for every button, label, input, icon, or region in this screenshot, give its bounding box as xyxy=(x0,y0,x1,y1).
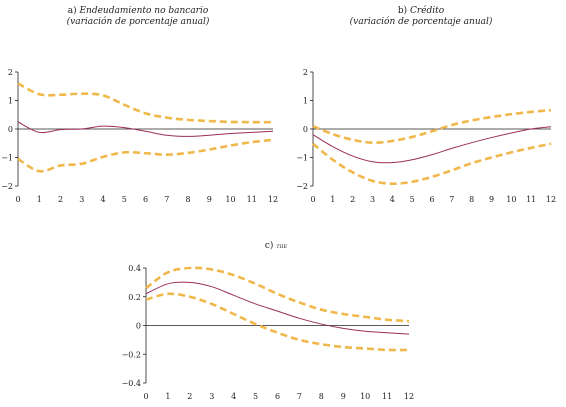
y-tick-label: −0.4 xyxy=(122,379,141,388)
x-tick-label: 12 xyxy=(268,195,278,204)
x-tick-label: 6 xyxy=(275,392,280,401)
x-tick-label: 4 xyxy=(231,392,236,401)
chart-subtitle: (variación de porcentaje anual) xyxy=(67,16,210,27)
series-lower-band xyxy=(312,142,552,186)
x-tick-label: 8 xyxy=(185,195,190,204)
x-tick-label: 1 xyxy=(165,392,170,401)
x-tick-label: 2 xyxy=(350,195,355,204)
x-tick-label: 5 xyxy=(410,195,415,204)
y-tick-label: 0 xyxy=(303,125,308,134)
series-lower-band xyxy=(17,138,274,173)
x-tick-label: 10 xyxy=(506,195,516,204)
x-tick-label: 9 xyxy=(207,195,212,204)
chart-title: a) Endeudamiento no bancario xyxy=(68,5,209,16)
x-tick-label: 8 xyxy=(319,392,324,401)
series-lower-band xyxy=(145,292,410,352)
x-tick-label: 4 xyxy=(100,195,105,204)
series-response xyxy=(17,121,274,137)
y-tick-label: −1 xyxy=(296,154,308,163)
y-tick-label: −1 xyxy=(1,154,13,163)
y-tick-label: 0.4 xyxy=(128,264,141,273)
series-upper-band xyxy=(312,108,552,144)
y-tick-label: 0 xyxy=(136,322,141,331)
x-tick-label: 11 xyxy=(526,195,536,204)
x-tick-label: 6 xyxy=(429,195,434,204)
series-upper-band xyxy=(145,266,410,323)
x-tick-label: 10 xyxy=(225,195,235,204)
x-tick-label: 3 xyxy=(79,195,84,204)
x-tick-label: 4 xyxy=(390,195,395,204)
x-tick-label: 7 xyxy=(164,195,169,204)
x-tick-label: 12 xyxy=(546,195,556,204)
series-upper-band xyxy=(17,82,274,124)
x-tick-label: 10 xyxy=(360,392,370,401)
x-tick-label: 3 xyxy=(370,195,375,204)
chart-title: b) Crédito xyxy=(398,5,445,16)
x-tick-label: 5 xyxy=(122,195,127,204)
y-tick-label: 0 xyxy=(8,125,13,134)
y-tick-label: 2 xyxy=(303,68,308,77)
x-tick-label: 11 xyxy=(247,195,257,204)
x-tick-label: 5 xyxy=(253,392,258,401)
x-tick-label: 2 xyxy=(187,392,192,401)
x-tick-label: 12 xyxy=(404,392,414,401)
x-tick-label: 8 xyxy=(469,195,474,204)
y-tick-label: 2 xyxy=(8,68,13,77)
chart-title: c) tiie xyxy=(265,240,288,251)
x-tick-label: 3 xyxy=(209,392,214,401)
y-tick-label: 1 xyxy=(8,97,13,106)
y-tick-label: −0.2 xyxy=(122,350,141,359)
y-tick-label: −2 xyxy=(296,182,308,191)
x-tick-label: 6 xyxy=(143,195,148,204)
series-response xyxy=(145,281,410,335)
x-tick-label: 2 xyxy=(58,195,63,204)
x-tick-label: 9 xyxy=(341,392,346,401)
x-tick-label: 1 xyxy=(330,195,335,204)
panel-2: b) Crédito(variación de porcentaje anual… xyxy=(296,5,556,204)
x-tick-label: 0 xyxy=(143,392,148,401)
x-tick-label: 7 xyxy=(297,392,302,401)
x-tick-label: 11 xyxy=(382,392,392,401)
x-tick-label: 0 xyxy=(15,195,20,204)
y-tick-label: 1 xyxy=(303,97,308,106)
x-tick-label: 0 xyxy=(310,195,315,204)
panel-3: c) tiie−0.4−0.200.20.40 1 2 3 4 5 6 7 8 9 10 11 12 xyxy=(122,240,415,401)
y-tick-label: 0.2 xyxy=(128,293,141,302)
chart-subtitle: (variación de porcentaje anual) xyxy=(350,16,493,27)
panel-1: a) Endeudamiento no bancario(variación d… xyxy=(1,5,278,204)
x-tick-label: 7 xyxy=(449,195,454,204)
x-tick-label: 1 xyxy=(37,195,42,204)
series-response xyxy=(312,126,552,164)
y-tick-label: −2 xyxy=(1,182,13,191)
x-tick-label: 9 xyxy=(489,195,494,204)
